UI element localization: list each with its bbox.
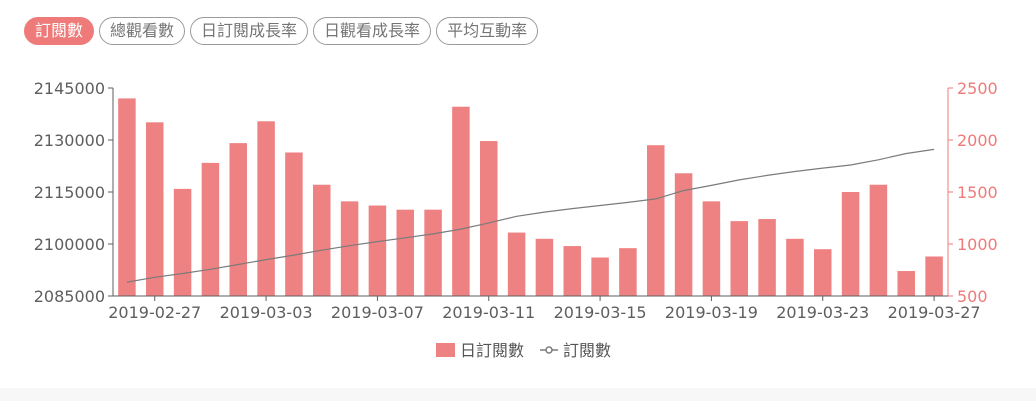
- left-tick-label: 2145000: [34, 79, 105, 98]
- bar: [146, 122, 164, 296]
- bar: [201, 162, 220, 296]
- metric-tabs: 訂閱數 總觀看數 日訂閱成長率 日觀看成長率 平均互動率: [24, 17, 539, 45]
- subscriber-chart: 2085000 2100000 2115000 2130000 2145000 500 10…: [34, 79, 998, 360]
- right-tick-label: 1500: [957, 183, 998, 202]
- bar: [368, 205, 387, 296]
- bar: [897, 271, 915, 296]
- bar: [452, 106, 470, 296]
- bar: [118, 98, 136, 297]
- x-tick-label: 2019-03-07: [331, 303, 424, 322]
- x-tick-label: 2019-03-23: [776, 303, 869, 322]
- bar: [396, 209, 414, 296]
- bar: [285, 152, 303, 296]
- bar: [702, 201, 721, 296]
- subscriber-line: [126, 148, 935, 283]
- legend-line-label: 訂閱數: [563, 341, 611, 360]
- bar: [340, 201, 359, 296]
- x-tick-label: 2019-03-11: [442, 303, 535, 322]
- footer-band: [0, 388, 1036, 401]
- right-tick-label: 2500: [957, 79, 998, 98]
- x-tick-label: 2019-03-19: [665, 303, 758, 322]
- legend-line-marker: [545, 346, 553, 354]
- bar: [758, 219, 776, 296]
- bar: [786, 238, 804, 296]
- bar: [480, 141, 498, 296]
- x-tick-label: 2019-02-27: [108, 303, 201, 322]
- bar: [507, 232, 526, 296]
- right-tick-label: 500: [957, 287, 988, 306]
- bar: [841, 192, 860, 296]
- bar: [814, 249, 832, 296]
- bar: [563, 246, 581, 296]
- bar: [925, 256, 943, 296]
- x-tick-label: 2019-03-27: [888, 303, 981, 322]
- bar: [229, 143, 247, 296]
- left-tick-label: 2115000: [34, 183, 105, 202]
- right-tick-label: 2000: [957, 131, 998, 150]
- bar: [424, 209, 442, 296]
- bar: [173, 188, 192, 296]
- bar: [591, 257, 609, 296]
- tab-daily-subscriber-growth[interactable]: 日訂閱成長率: [190, 17, 309, 45]
- bar: [730, 221, 748, 296]
- right-tick-label: 1000: [957, 235, 998, 254]
- bar: [257, 121, 275, 296]
- tab-daily-view-growth[interactable]: 日觀看成長率: [313, 17, 432, 45]
- tab-subscribers[interactable]: 訂閱數: [24, 17, 95, 45]
- bar: [619, 248, 637, 296]
- bar: [869, 184, 888, 296]
- legend-bar-label: 日訂閱數: [460, 341, 524, 360]
- x-tick-label: 2019-03-03: [220, 303, 313, 322]
- legend-bar-swatch: [436, 343, 455, 357]
- left-tick-label: 2100000: [34, 235, 105, 254]
- tab-total-views[interactable]: 總觀看數: [99, 17, 186, 45]
- left-tick-label: 2130000: [34, 131, 105, 150]
- bar: [535, 238, 554, 296]
- x-tick-label: 2019-03-15: [554, 303, 647, 322]
- bar: [674, 173, 693, 296]
- tab-average-engagement[interactable]: 平均互動率: [436, 17, 539, 45]
- bar: [313, 184, 331, 296]
- bar: [647, 145, 665, 296]
- left-tick-label: 2085000: [34, 287, 105, 306]
